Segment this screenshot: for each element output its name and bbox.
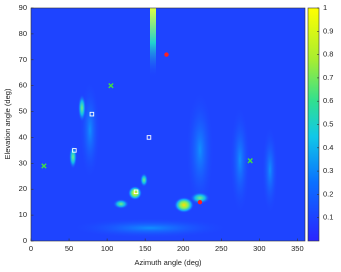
y-tick-label: 40	[19, 132, 27, 141]
x-tick-label: 150	[139, 244, 152, 253]
peak-marker	[197, 199, 203, 205]
colorbar-tick-label: 0.2	[323, 189, 333, 198]
colorbar-tick-label: 0.1	[323, 213, 333, 222]
peak-marker	[164, 52, 169, 57]
y-tick-label: 0	[23, 236, 27, 245]
x-tick-label: 300	[253, 244, 266, 253]
x-tick-label: 50	[65, 244, 73, 253]
plot-frame	[30, 7, 306, 242]
colorbar-tick-label: 0.5	[323, 119, 333, 128]
source-marker	[72, 148, 77, 153]
y-tick-label: 50	[19, 107, 27, 116]
y-tick-label: 30	[19, 158, 27, 167]
colorbar-tick-label: 0.6	[323, 96, 333, 105]
x-tick-label: 250	[215, 244, 228, 253]
colorbar-tick-label: 0.3	[323, 166, 333, 175]
y-tick-label: 20	[19, 184, 27, 193]
source-marker	[133, 189, 139, 195]
y-tick-label: 90	[19, 3, 27, 12]
y-tick-label: 70	[19, 55, 27, 64]
source-marker	[146, 135, 152, 140]
heatmap	[31, 8, 305, 241]
x-tick-label: 100	[101, 244, 114, 253]
colorbar-tick-label: 0.7	[323, 73, 333, 82]
source-marker	[89, 111, 95, 117]
y-tick-label: 80	[19, 29, 27, 38]
y-tick-label: 10	[19, 210, 27, 219]
cross-marker	[247, 158, 253, 164]
cross-marker	[108, 82, 114, 89]
colorbar-tick-label: 0.4	[323, 143, 333, 152]
x-tick-label: 200	[177, 244, 190, 253]
y-axis-label: Elevation angle (deg)	[3, 88, 12, 159]
x-tick-label: 0	[29, 244, 33, 253]
y-tick-label: 60	[19, 81, 27, 90]
colorbar-tick-label: 1	[323, 3, 327, 12]
x-tick-label: 350	[291, 244, 304, 253]
colorbar-tick-label: 0.9	[323, 26, 333, 35]
x-axis-label: Azimuth angle (deg)	[134, 258, 202, 267]
cross-marker	[41, 163, 47, 169]
colorbar-tick-label: 0.8	[323, 50, 333, 59]
